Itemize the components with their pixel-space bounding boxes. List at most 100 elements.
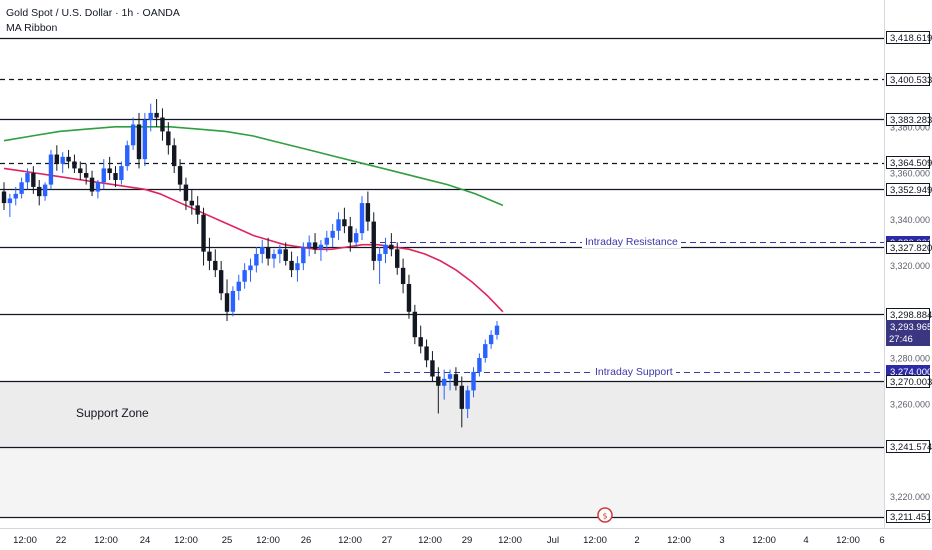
candle [353,228,359,248]
candle-body [383,244,388,254]
candle-body [289,260,294,271]
candle-body [254,253,259,266]
candle [183,177,189,211]
candle [483,339,488,363]
candle-body [142,119,148,160]
time-tick-label: 26 [301,535,312,546]
candle-body [295,263,300,271]
candle [265,237,271,266]
candle [412,304,418,345]
candle-body [236,281,241,291]
candle [148,103,153,132]
candle [177,159,183,192]
candle-body [183,184,189,201]
candle-body [453,374,459,386]
candle [248,258,253,282]
candle-body [342,219,347,227]
candle [172,138,177,174]
time-tick-label: Jul [547,535,559,546]
candle [60,152,65,174]
candle [359,196,365,241]
svg-text:$: $ [602,512,607,521]
candle-body [160,117,165,132]
candle-body [424,346,429,361]
lower-zone-band [0,446,884,517]
candle [89,170,95,197]
candle-body [477,358,482,372]
candle [1,182,7,211]
candle [301,242,306,271]
candle [95,179,101,199]
candle-body [166,131,171,146]
candle-body [265,247,271,259]
price-tick-label: 3,380.000 [890,122,930,132]
candle [119,161,124,185]
candle-body [395,249,400,268]
candle-body [213,260,218,271]
candle-body [441,378,447,386]
indicator-label[interactable]: MA Ribbon [6,22,58,34]
candle-body [19,182,24,194]
candle [365,191,371,231]
intraday-support-label: Intraday Support [592,366,676,378]
time-tick-label: 12:00 [498,535,522,546]
candle [471,367,476,398]
candle [377,247,382,285]
candle [83,163,89,185]
candle [242,263,247,289]
candle [441,369,447,400]
time-tick-label: 12:00 [256,535,280,546]
candle-body [154,112,159,118]
candle-body [130,124,136,146]
economic-event-icon[interactable]: $ [597,507,613,523]
candle [201,207,206,266]
candle-body [148,112,153,120]
candle [318,240,324,261]
level-price-tag-4: 3,352.949 [886,182,932,196]
candle-body [306,242,312,248]
candle-body [418,337,423,347]
candle-body [365,203,371,222]
candle-body [283,249,288,261]
candle [277,244,283,264]
candle-body [260,247,265,254]
candle [447,369,453,391]
ma-fast-line[interactable] [3,167,504,313]
time-tick-label: 12:00 [752,535,776,546]
candle [101,159,106,190]
candle-body [447,374,453,379]
candle-body [172,145,177,167]
candle [395,242,400,275]
candle [7,193,13,217]
candle-body [201,214,206,252]
level-price-tag-6: 3,327.820 [886,240,932,254]
symbol-title[interactable]: Gold Spot / U.S. Dollar · 1h · OANDA [6,7,180,19]
candle [113,166,118,187]
candle-body [177,166,183,185]
candle-body [107,168,112,174]
candle-body [136,124,142,160]
candle-body [37,186,42,197]
ma-slow-line[interactable] [3,126,504,207]
candle [154,99,159,127]
candle [430,351,435,382]
candle-body [494,325,500,335]
time-tick-label: 12:00 [418,535,442,546]
candle [383,237,388,264]
level-price-tag-11: 3,211.451 [886,510,932,523]
candle-body [189,200,195,206]
level-price-tag-9: 3,270.003 [886,374,932,388]
candle-body [25,173,30,183]
candle [136,112,142,169]
candle-body [371,221,376,261]
candle-body [400,267,406,285]
time-tick-label: 22 [56,535,67,546]
candle [254,247,259,273]
chart-legend: Gold Spot / U.S. Dollar · 1h · OANDA MA … [6,6,180,36]
candle-body [54,154,60,164]
candle-body [31,173,36,187]
time-tick-label: 12:00 [338,535,362,546]
candle [453,367,459,391]
candle [13,186,18,206]
